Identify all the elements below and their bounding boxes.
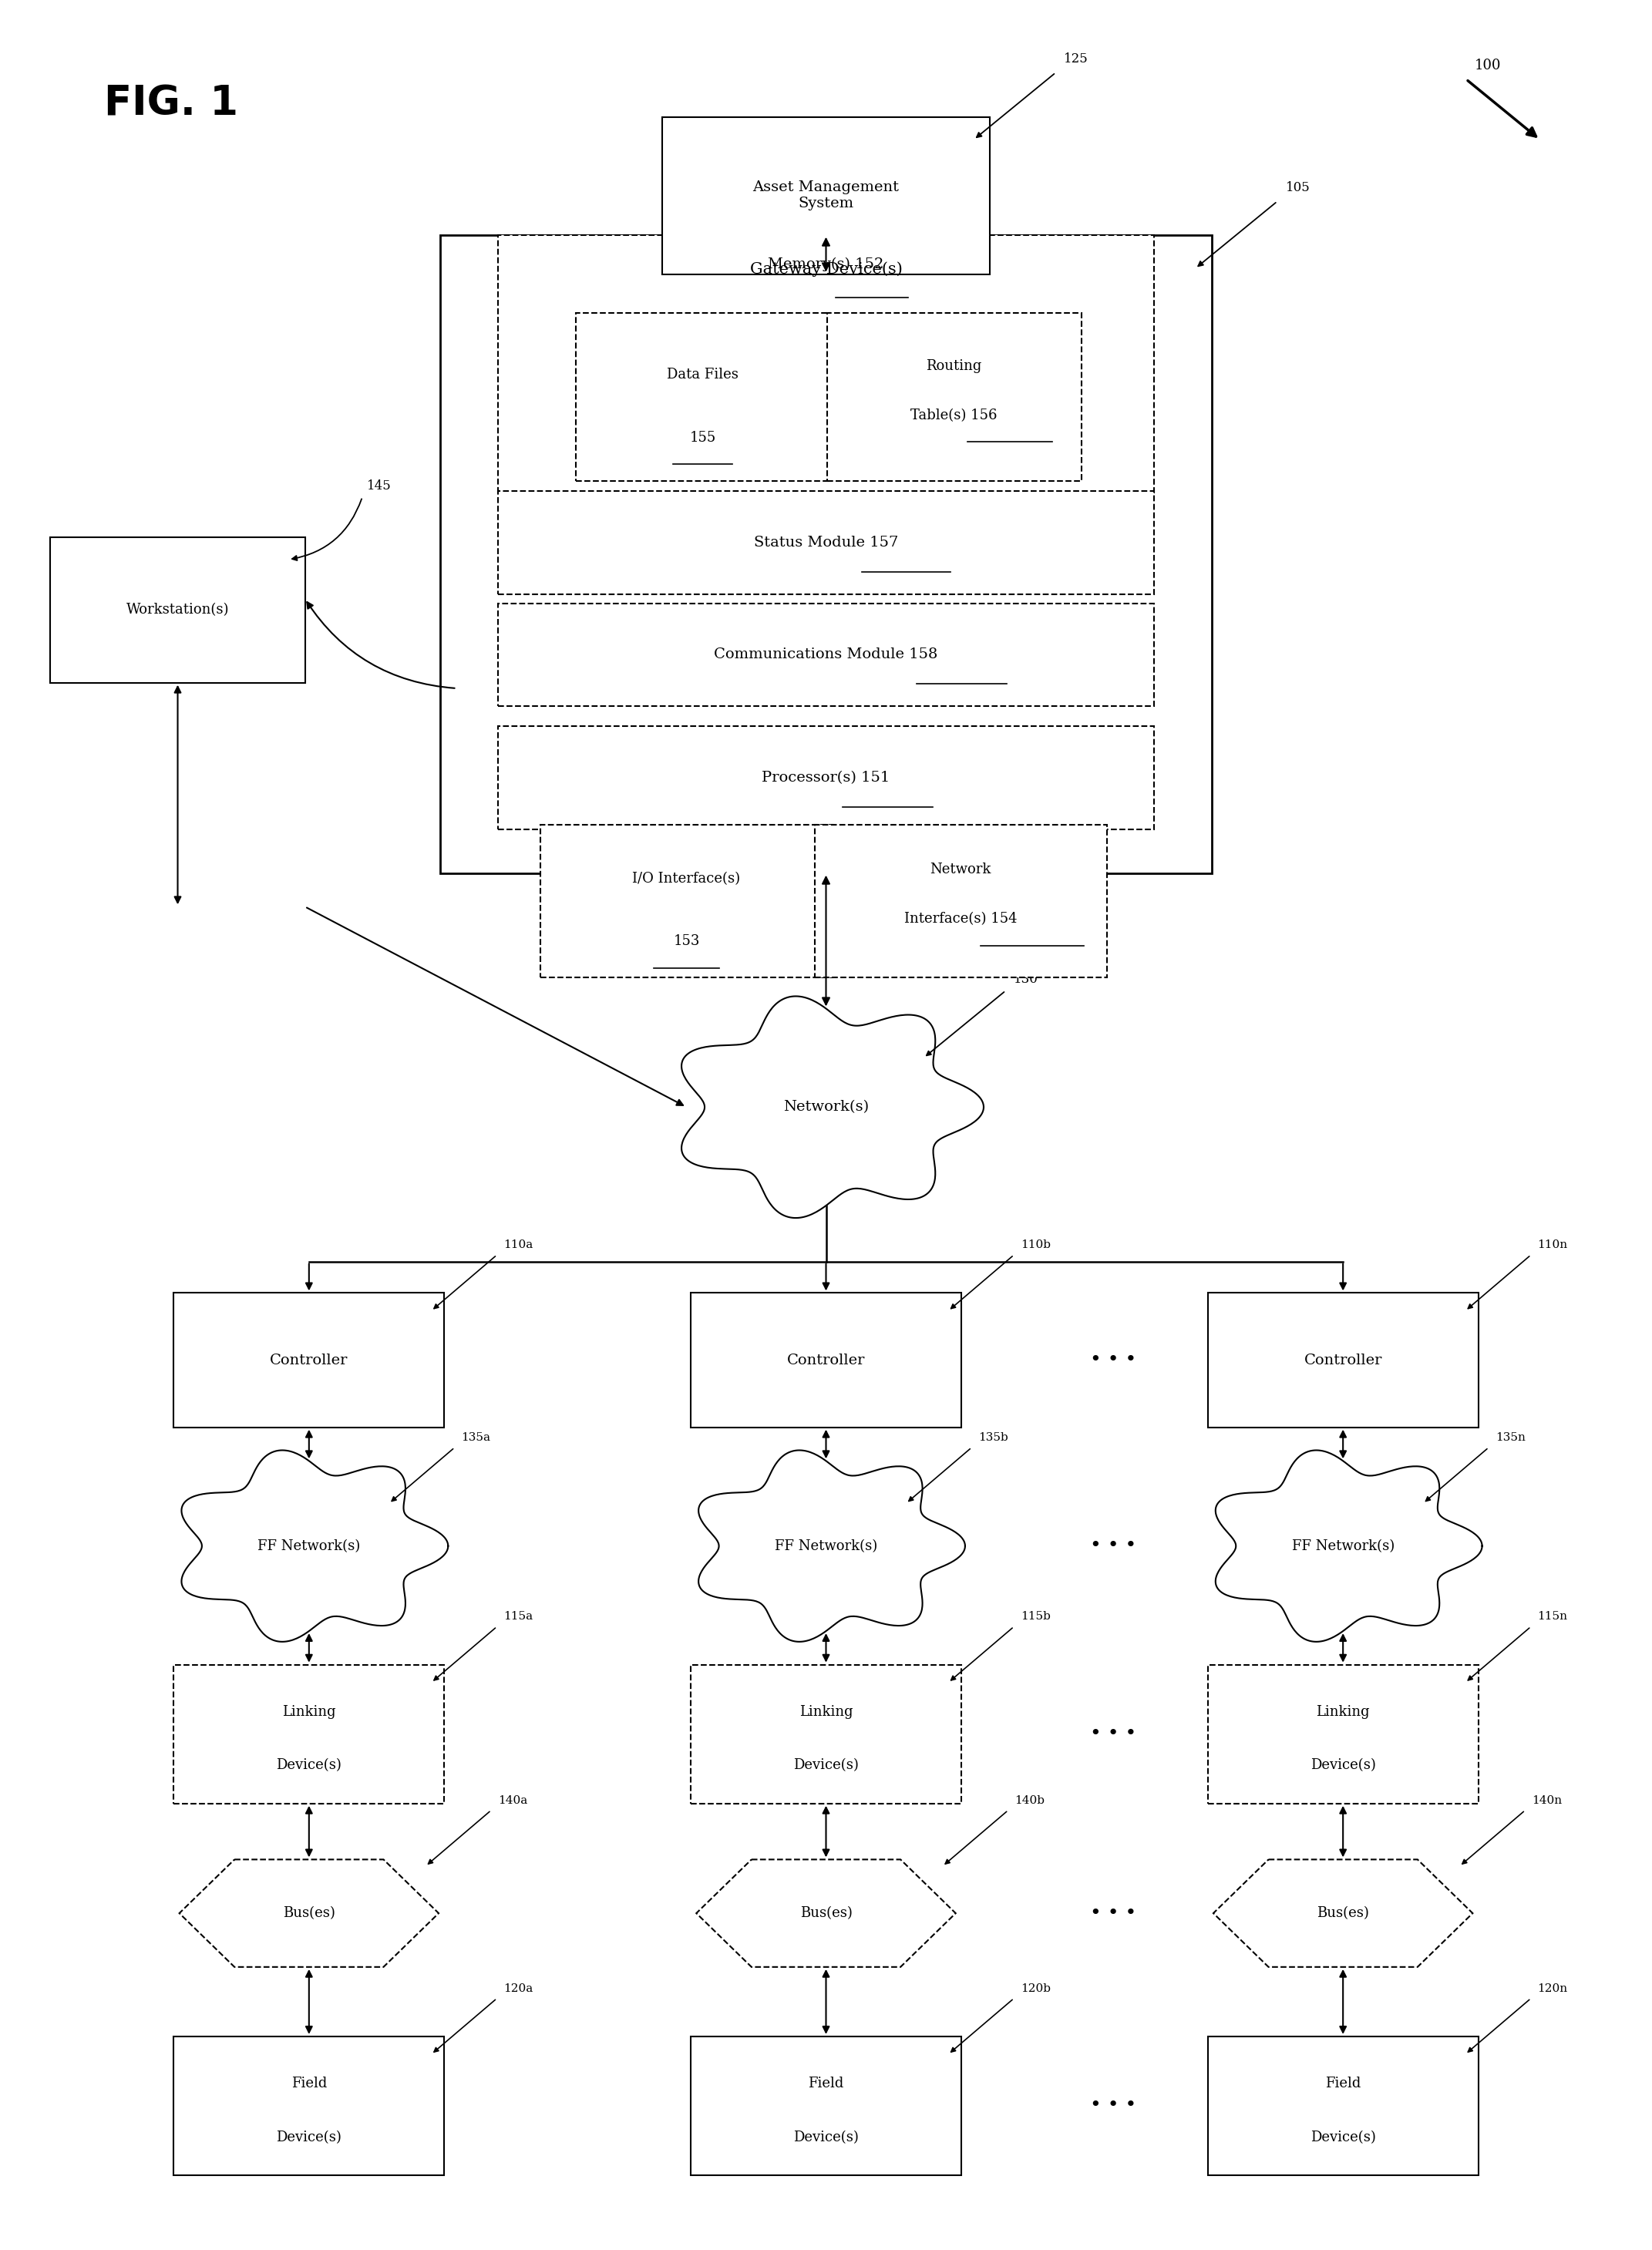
Bar [826,313,1080,482]
Text: 140b: 140b [1014,1796,1044,1807]
Text: 140a: 140a [497,1796,527,1807]
Text: FIG. 1: FIG. 1 [104,83,238,124]
Text: Device(s): Device(s) [1310,2131,1376,2144]
Bar [173,2036,444,2176]
Polygon shape [697,1859,955,1967]
Text: 135b: 135b [978,1433,1008,1442]
Text: Device(s): Device(s) [276,1760,342,1773]
Text: Network: Network [930,862,991,878]
Text: FF Network(s): FF Network(s) [775,1539,877,1552]
Text: 125: 125 [1064,52,1089,65]
Text: 115n: 115n [1538,1611,1568,1622]
Text: Table(s) 156: Table(s) 156 [910,407,998,423]
Bar [1208,1665,1479,1805]
Bar [497,603,1155,707]
Bar [497,727,1155,830]
Text: I/O Interface(s): I/O Interface(s) [633,871,740,887]
Text: Controller: Controller [1303,1352,1383,1368]
Text: Linking: Linking [800,1706,852,1719]
Bar [691,1665,961,1805]
Bar [173,1294,444,1427]
Text: 115b: 115b [1021,1611,1051,1622]
Polygon shape [1216,1451,1482,1642]
Bar [497,234,1155,493]
Text: • • •: • • • [1090,1726,1137,1744]
Bar [1208,1294,1479,1427]
Text: 153: 153 [674,934,700,947]
Text: Device(s): Device(s) [793,2131,859,2144]
Text: Processor(s) 151: Processor(s) 151 [762,772,890,785]
Polygon shape [182,1451,448,1642]
Text: • • •: • • • [1090,1537,1137,1555]
Text: • • •: • • • [1090,1903,1137,1921]
Text: 140n: 140n [1531,1796,1561,1807]
Text: FF Network(s): FF Network(s) [1292,1539,1394,1552]
Text: Interface(s) 154: Interface(s) 154 [904,911,1018,927]
Text: Field: Field [1325,2077,1361,2090]
Text: Network(s): Network(s) [783,1100,869,1114]
Text: 145: 145 [367,479,392,493]
Bar [1208,2036,1479,2176]
Text: Device(s): Device(s) [1310,1760,1376,1773]
Bar [173,1665,444,1805]
Text: Bus(es): Bus(es) [800,1906,852,1919]
Text: Device(s): Device(s) [793,1760,859,1773]
Polygon shape [682,997,983,1217]
Polygon shape [699,1451,965,1642]
Text: Routing: Routing [927,360,981,374]
Bar [662,117,990,274]
Text: Linking: Linking [1317,1706,1370,1719]
Polygon shape [180,1859,439,1967]
Text: 115a: 115a [504,1611,534,1622]
Text: 135n: 135n [1495,1433,1525,1442]
Bar [497,490,1155,594]
Text: 105: 105 [1285,182,1310,194]
Bar [691,2036,961,2176]
Text: Workstation(s): Workstation(s) [126,603,230,617]
Text: Device(s): Device(s) [276,2131,342,2144]
Text: 110b: 110b [1021,1240,1051,1251]
Text: Bus(es): Bus(es) [1317,1906,1370,1919]
Text: 130: 130 [1014,972,1039,986]
Bar [575,313,829,482]
Text: 100: 100 [1474,58,1502,72]
Text: Memory(s) 152: Memory(s) 152 [768,257,884,272]
Bar [441,234,1211,873]
Bar [51,538,306,682]
Polygon shape [1213,1859,1472,1967]
Bar [540,826,833,977]
Text: Bus(es): Bus(es) [282,1906,335,1919]
Text: Asset Management
System: Asset Management System [753,180,899,212]
Text: Field: Field [291,2077,327,2090]
Text: Data Files: Data Files [667,369,738,383]
Text: • • •: • • • [1090,1352,1137,1368]
Text: 120n: 120n [1538,1982,1568,1994]
Text: Communications Module 158: Communications Module 158 [714,648,938,662]
Text: • • •: • • • [1090,2097,1137,2115]
Bar [814,826,1107,977]
Text: Field: Field [808,2077,844,2090]
Text: Linking: Linking [282,1706,335,1719]
Bar [691,1294,961,1427]
Text: FF Network(s): FF Network(s) [258,1539,360,1552]
Text: 110a: 110a [504,1240,534,1251]
Text: 110n: 110n [1538,1240,1568,1251]
Text: 155: 155 [689,430,715,446]
Text: 135a: 135a [461,1433,491,1442]
Text: Controller: Controller [786,1352,866,1368]
Text: 120b: 120b [1021,1982,1051,1994]
Text: Controller: Controller [269,1352,349,1368]
Text: Gateway Device(s): Gateway Device(s) [750,261,902,277]
Text: 120a: 120a [504,1982,534,1994]
Text: Status Module 157: Status Module 157 [753,536,899,549]
